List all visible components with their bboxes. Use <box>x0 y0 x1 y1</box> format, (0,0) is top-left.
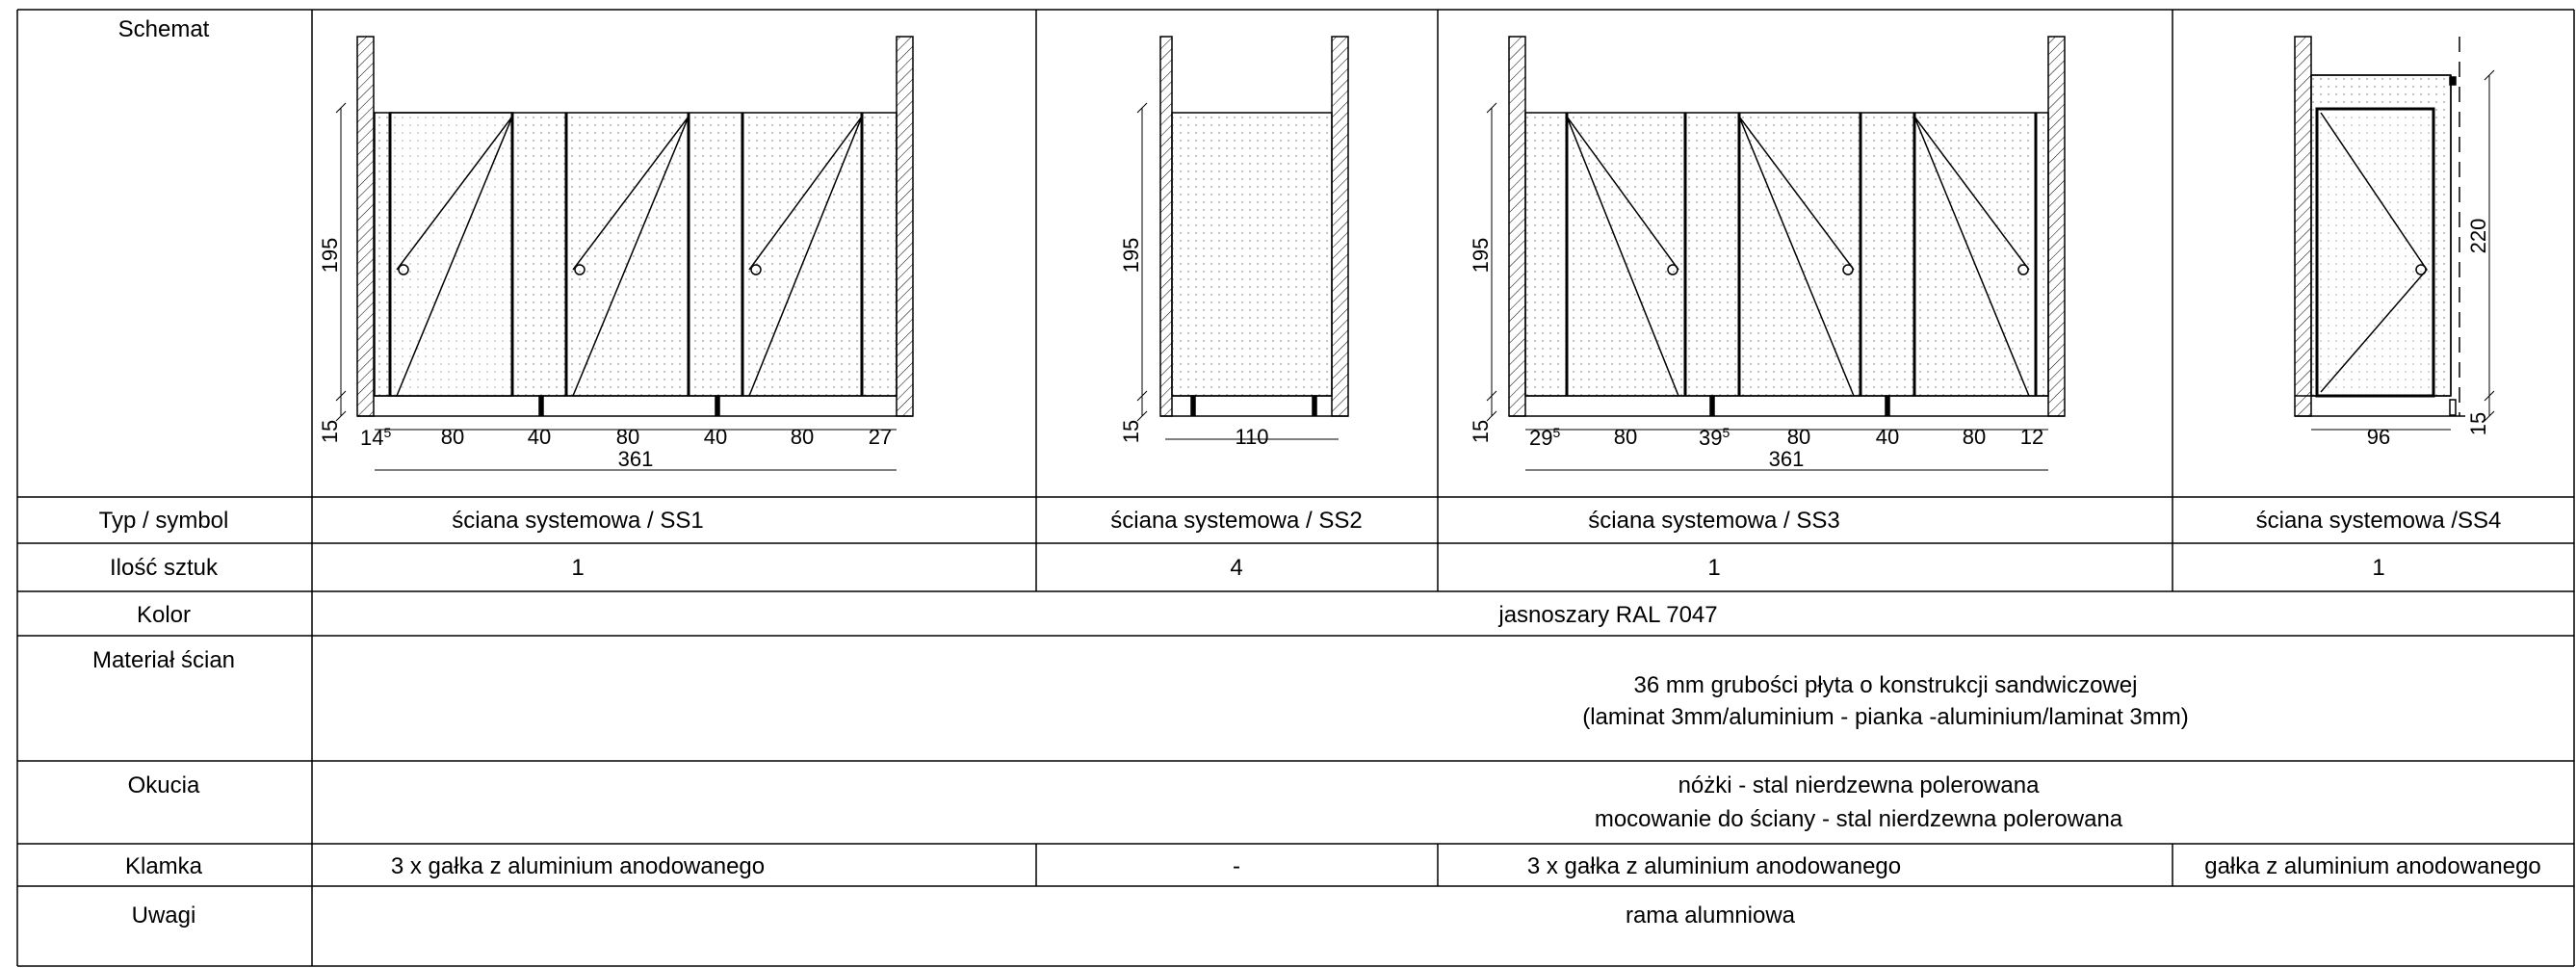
dim-seg-ss3: 40 <box>1876 425 1899 449</box>
dim-seg-ss1: 40 <box>528 425 551 449</box>
foot-ss2 <box>1312 395 1317 416</box>
type-ss1: ściana systemowa / SS1 <box>452 508 703 534</box>
dim-foot-ss4: 15 <box>2466 412 2490 435</box>
foot-ss1 <box>538 395 544 416</box>
dim-seg-ss1: 80 <box>441 425 464 449</box>
type-ss3: ściana systemowa / SS3 <box>1588 508 1839 534</box>
klamka-ss1: 3 x gałka z aluminium anodowanego <box>391 853 765 879</box>
dim-foot-ss2: 15 <box>1119 420 1143 443</box>
wall-right-ss2 <box>1331 36 1349 417</box>
dim-seg-ss3: 80 <box>1614 425 1637 449</box>
door-1-ss1 <box>388 112 514 397</box>
door-2-ss3 <box>1737 113 1862 397</box>
material-line-1: 36 mm grubości płyta o konstrukcji sandw… <box>1634 672 2138 698</box>
okucia-line-2: mocowanie do ściany - stal nierdzewna po… <box>1595 806 2123 832</box>
header-material: Materiał ścian <box>92 647 235 673</box>
door-ss4 <box>2315 107 2435 398</box>
dim-total-ss3: 361 <box>1769 447 1805 471</box>
type-ss4: ściana systemowa /SS4 <box>2256 508 2502 534</box>
dim-seg-ss1: 80 <box>791 425 814 449</box>
dim-left-ss1: 145 <box>360 425 391 450</box>
drawing-ss3 <box>1486 36 2066 471</box>
dim-seg-ss1: 27 <box>869 425 892 449</box>
drawing-ss4 <box>2294 36 2495 431</box>
panel-ss2 <box>1171 112 1333 397</box>
dim-height-ss2: 195 <box>1119 238 1143 274</box>
dim-seg-ss3: 395 <box>1699 425 1730 450</box>
header-ilosc: Ilość sztuk <box>110 555 219 581</box>
dim-height-ss1: 195 <box>318 238 342 274</box>
dim-width-ss2: 110 <box>1235 425 1268 449</box>
knob-icon <box>2017 264 2029 275</box>
knob-icon <box>574 264 585 275</box>
knob-icon <box>1667 264 1678 275</box>
panel-ss1 <box>374 112 898 397</box>
wall-right-ss1 <box>896 36 914 417</box>
qty-ss4: 1 <box>2372 555 2384 581</box>
door-2-ss1 <box>564 113 690 397</box>
dim-seg-ss3: 80 <box>1787 425 1810 449</box>
wall-right-ss3 <box>2047 36 2066 417</box>
klamka-ss2: - <box>1233 853 1240 879</box>
qty-ss2: 4 <box>1230 555 1242 581</box>
knob-icon <box>1842 264 1854 275</box>
dim-width-ss4: 96 <box>2367 425 2390 449</box>
material-line-2: (laminat 3mm/aluminium - pianka -alumini… <box>1582 704 2189 730</box>
dim-seg-ss3: 12 <box>2020 425 2043 449</box>
dim-total-ss1: 361 <box>618 447 654 471</box>
dim-height-ss4: 220 <box>2466 219 2490 254</box>
panel-ss4 <box>2310 74 2452 397</box>
kolor-value: jasnoszary RAL 7047 <box>1497 602 1717 628</box>
door-3-ss1 <box>741 113 864 397</box>
qty-ss3: 1 <box>1707 555 1720 581</box>
dim-seg-ss3: 80 <box>1963 425 1986 449</box>
dim-seg-ss1: 40 <box>704 425 727 449</box>
knob-icon <box>2415 264 2427 275</box>
okucia-line-1: nóżki - stal nierdzewna polerowana <box>1678 772 2041 798</box>
wall-left-ss2 <box>1159 36 1173 417</box>
knob-icon <box>750 264 762 275</box>
knob-icon <box>398 264 409 275</box>
dim-foot-ss1: 15 <box>318 420 342 443</box>
klamka-ss3: 3 x gałka z aluminium anodowanego <box>1527 853 1901 879</box>
dim-foot-ss3: 15 <box>1469 420 1493 443</box>
uwagi-value: rama alumniowa <box>1626 903 1796 929</box>
foot-ss3 <box>1885 395 1890 416</box>
door-1-ss3 <box>1565 113 1687 397</box>
table-grid <box>16 9 2575 967</box>
wall-left-ss1 <box>356 36 375 417</box>
dim-height-ss3: 195 <box>1469 238 1493 274</box>
header-okucia: Okucia <box>128 772 200 798</box>
type-ss2: ściana systemowa / SS2 <box>1110 508 1362 534</box>
dim-seg-ss1: 80 <box>616 425 639 449</box>
panel-ss3 <box>1524 112 2049 397</box>
foot-ss3 <box>1709 395 1715 416</box>
drawing-ss2 <box>1136 36 1349 440</box>
header-typ: Typ / symbol <box>99 508 229 534</box>
qty-ss1: 1 <box>571 555 584 581</box>
header-klamka: Klamka <box>125 853 203 879</box>
drawing-ss1 <box>335 36 914 471</box>
header-uwagi: Uwagi <box>132 903 196 929</box>
door-3-ss3 <box>1912 113 2038 397</box>
foot-ss2 <box>1190 395 1196 416</box>
dim-seg-ss3: 295 <box>1529 425 1560 450</box>
header-kolor: Kolor <box>137 602 191 628</box>
wall-left-ss4 <box>2294 36 2312 417</box>
header-schemat: Schemat <box>118 16 210 42</box>
wall-left-ss3 <box>1508 36 1526 417</box>
foot-ss1 <box>715 395 720 416</box>
klamka-ss4: gałka z aluminium anodowanego <box>2204 853 2541 879</box>
